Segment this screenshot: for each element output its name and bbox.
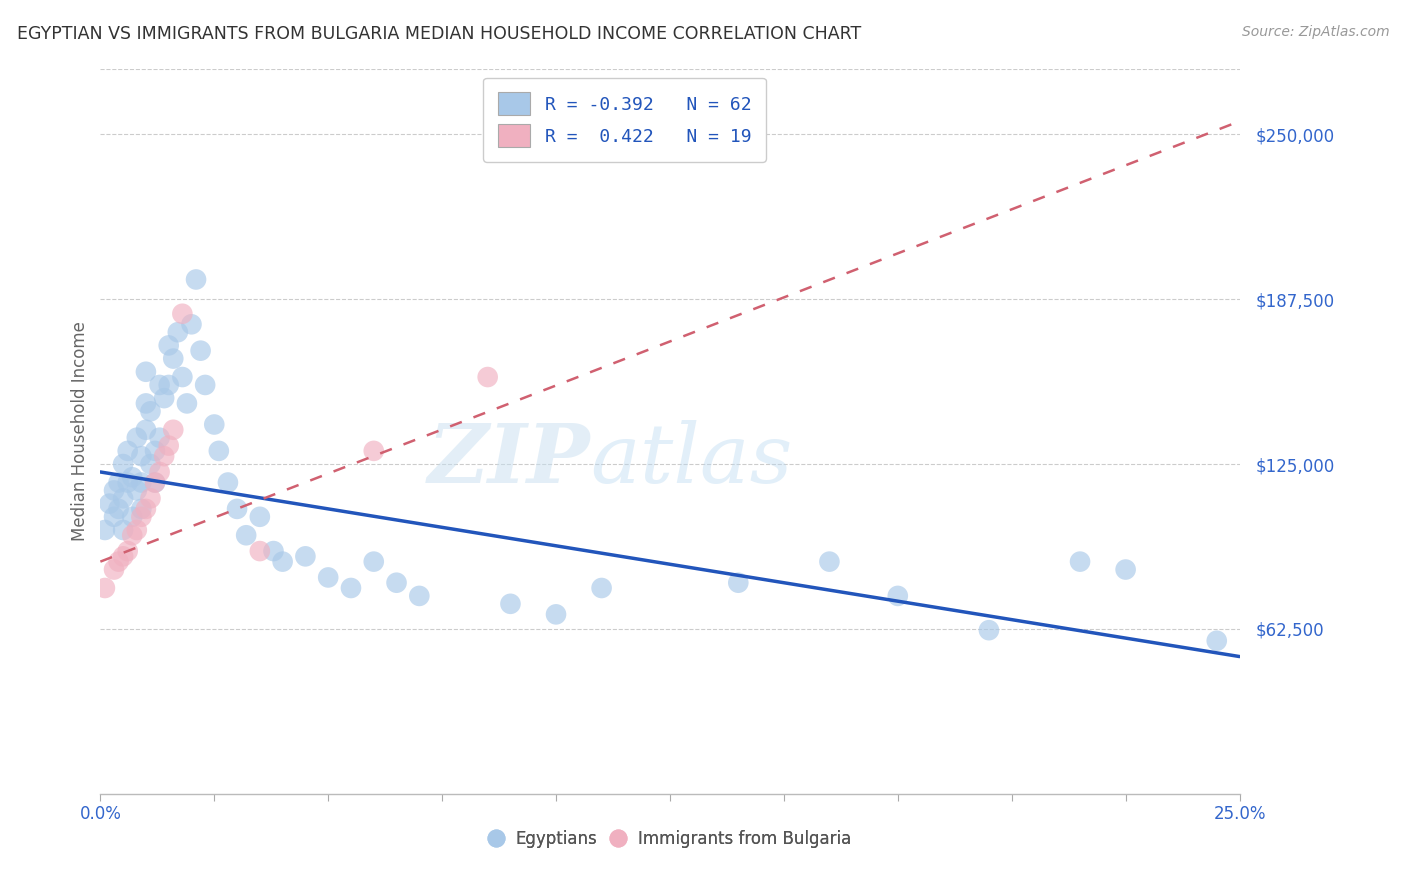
Point — [153, 391, 176, 405]
Point — [94, 523, 117, 537]
Point — [131, 449, 153, 463]
Point — [217, 475, 239, 490]
Point — [131, 475, 153, 490]
Point — [107, 475, 129, 490]
Point — [887, 589, 910, 603]
Point — [107, 502, 129, 516]
Point — [408, 589, 430, 603]
Point — [172, 370, 194, 384]
Point — [190, 343, 212, 358]
Point — [135, 423, 157, 437]
Point — [125, 523, 148, 537]
Point — [121, 528, 143, 542]
Point — [149, 431, 172, 445]
Point — [125, 483, 148, 498]
Point — [162, 351, 184, 366]
Point — [340, 581, 363, 595]
Point — [499, 597, 522, 611]
Legend: Egyptians, Immigrants from Bulgaria: Egyptians, Immigrants from Bulgaria — [482, 823, 858, 855]
Point — [112, 491, 135, 506]
Point — [121, 470, 143, 484]
Point — [103, 509, 125, 524]
Point — [125, 431, 148, 445]
Point — [143, 475, 166, 490]
Point — [544, 607, 567, 622]
Point — [107, 555, 129, 569]
Point — [139, 404, 162, 418]
Point — [135, 502, 157, 516]
Point — [112, 457, 135, 471]
Point — [103, 562, 125, 576]
Point — [176, 396, 198, 410]
Point — [226, 502, 249, 516]
Point — [316, 570, 339, 584]
Point — [117, 475, 139, 490]
Point — [117, 443, 139, 458]
Point — [249, 544, 271, 558]
Point — [1115, 562, 1137, 576]
Point — [202, 417, 225, 432]
Point — [166, 325, 188, 339]
Point — [294, 549, 316, 564]
Point — [112, 549, 135, 564]
Text: atlas: atlas — [591, 420, 793, 500]
Point — [363, 555, 385, 569]
Point — [143, 475, 166, 490]
Point — [249, 509, 271, 524]
Point — [477, 370, 499, 384]
Point — [135, 396, 157, 410]
Point — [139, 491, 162, 506]
Point — [135, 365, 157, 379]
Point — [157, 439, 180, 453]
Point — [208, 443, 231, 458]
Point — [121, 509, 143, 524]
Point — [184, 272, 207, 286]
Point — [591, 581, 613, 595]
Point — [235, 528, 257, 542]
Point — [727, 575, 749, 590]
Point — [98, 497, 121, 511]
Text: Source: ZipAtlas.com: Source: ZipAtlas.com — [1241, 25, 1389, 39]
Point — [139, 457, 162, 471]
Point — [162, 423, 184, 437]
Y-axis label: Median Household Income: Median Household Income — [72, 321, 89, 541]
Point — [818, 555, 841, 569]
Point — [363, 443, 385, 458]
Point — [112, 523, 135, 537]
Point — [977, 623, 1000, 637]
Point — [149, 378, 172, 392]
Point — [103, 483, 125, 498]
Point — [94, 581, 117, 595]
Text: EGYPTIAN VS IMMIGRANTS FROM BULGARIA MEDIAN HOUSEHOLD INCOME CORRELATION CHART: EGYPTIAN VS IMMIGRANTS FROM BULGARIA MED… — [17, 25, 860, 43]
Point — [117, 544, 139, 558]
Point — [1205, 633, 1227, 648]
Point — [157, 338, 180, 352]
Point — [131, 502, 153, 516]
Point — [385, 575, 408, 590]
Text: ZIP: ZIP — [427, 420, 591, 500]
Point — [149, 465, 172, 479]
Point — [194, 378, 217, 392]
Point — [157, 378, 180, 392]
Point — [143, 443, 166, 458]
Point — [1069, 555, 1091, 569]
Point — [153, 449, 176, 463]
Point — [180, 318, 202, 332]
Point — [131, 509, 153, 524]
Point — [263, 544, 285, 558]
Point — [271, 555, 294, 569]
Point — [172, 307, 194, 321]
